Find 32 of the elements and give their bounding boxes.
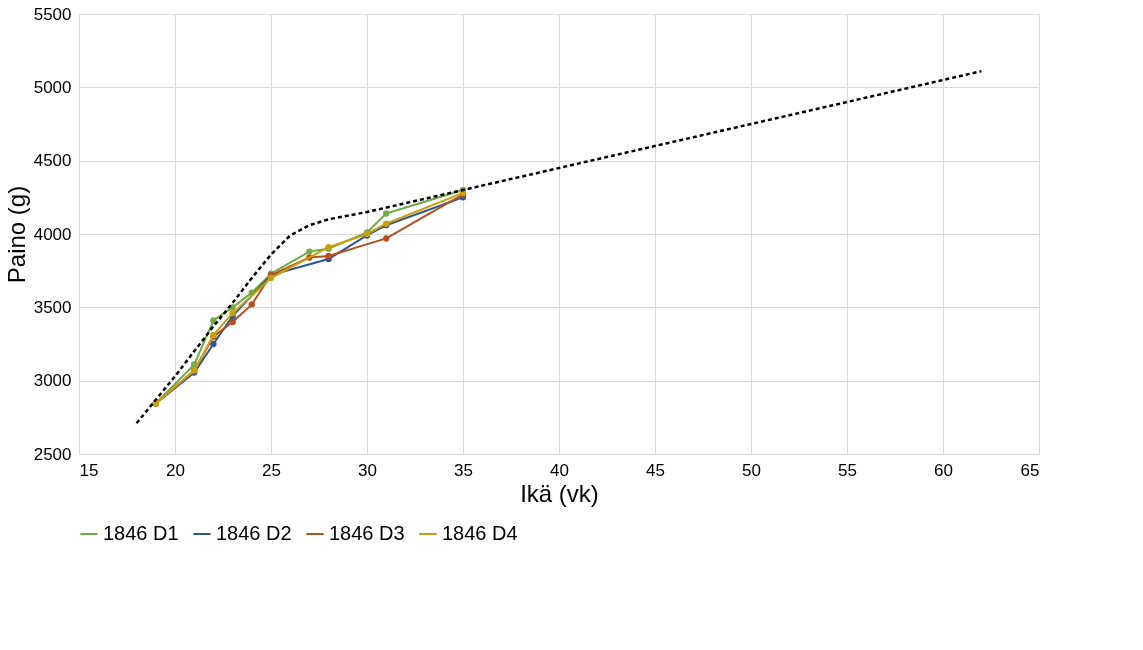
point <box>383 235 390 242</box>
point <box>383 210 390 217</box>
y-tick-label: 5000 <box>33 77 72 97</box>
legend-label: 1846 D3 <box>329 522 405 544</box>
legend-label: 1846 D2 <box>216 522 292 544</box>
y-tick-label: 3000 <box>33 371 72 391</box>
point <box>210 340 217 348</box>
y-tick-label: 4500 <box>33 151 72 171</box>
x-axis-title: Ikä (vk) <box>520 479 599 507</box>
point <box>229 318 236 326</box>
x-tick-label: 20 <box>166 460 185 480</box>
legend-label: 1846 D4 <box>442 522 518 544</box>
x-tick-label: 45 <box>646 460 665 480</box>
x-tick-label: 35 <box>454 460 473 480</box>
point <box>306 248 313 255</box>
point <box>210 317 217 324</box>
line-series <box>135 69 983 425</box>
y-tick-label: 3500 <box>33 297 72 317</box>
y-tick-label: 4000 <box>33 224 72 244</box>
x-tick-label: 55 <box>838 460 857 480</box>
x-tick-label: 50 <box>742 460 761 480</box>
x-tick-label: 40 <box>550 460 569 480</box>
x-tick-label: 30 <box>358 460 377 480</box>
x-tick-label: 15 <box>79 460 99 480</box>
point <box>248 301 255 308</box>
y-tick-label: 5500 <box>33 4 72 24</box>
y-tick-label: 2500 <box>33 444 72 464</box>
x-tick-label: 65 <box>1020 460 1040 480</box>
y-axis-title: Paino (g) <box>2 185 30 284</box>
x-tick-label: 25 <box>262 460 281 480</box>
legend-label: 1846 D1 <box>103 522 179 544</box>
x-tick-label: 60 <box>934 460 953 480</box>
